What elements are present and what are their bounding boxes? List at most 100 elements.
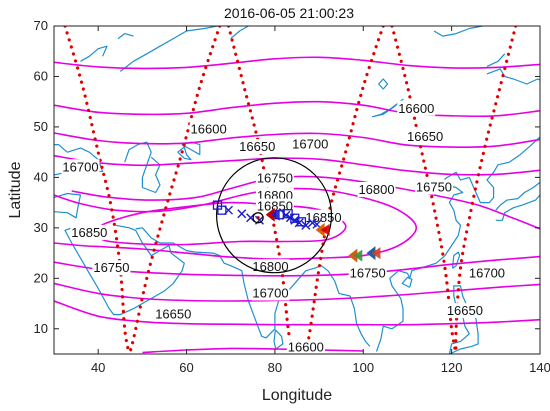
contour-line-16650 [54, 132, 540, 149]
y-axis-label: Latitude [7, 161, 24, 218]
event-flag-marker-overlay [320, 223, 330, 236]
contour-label-bg [445, 303, 484, 319]
station-square-marker [217, 205, 227, 215]
axis-ticks: 40 60 80 100 120 140 10 20 30 40 50 60 70 [34, 18, 550, 375]
event-flag-marker [366, 246, 376, 261]
x-axis-label: Longitude [262, 387, 332, 404]
contour-line-16750 [71, 175, 540, 230]
x-tick-label: 60 [179, 360, 193, 375]
contour-label-bg [70, 224, 109, 240]
y-tick-label: 50 [34, 119, 48, 134]
contour-label: 16750 [350, 265, 386, 280]
y-tick-label: 70 [34, 18, 48, 33]
contour-label-bg [61, 159, 100, 175]
contour-line-16750 [54, 255, 540, 277]
contour-label: 16850 [71, 225, 107, 240]
coastline [401, 276, 413, 288]
coastline [273, 329, 284, 350]
contour-label: 16650 [155, 307, 191, 322]
contour-label-bg [251, 259, 290, 275]
contour-label-bg [348, 265, 387, 281]
contour-label: 16600 [288, 339, 324, 354]
contour-label-bg [189, 121, 228, 137]
contour-label: 16750 [257, 170, 293, 185]
contour-label-bg [154, 306, 193, 322]
center-station-ring [252, 212, 264, 224]
x-tick-label: 80 [268, 360, 282, 375]
contour-label: 16850 [305, 210, 341, 225]
contour-label: 16700 [62, 159, 98, 174]
station-cross-marker [237, 209, 247, 219]
contour-label: 16700 [469, 265, 505, 280]
event-flag-marker [265, 207, 275, 222]
coastline [486, 68, 540, 85]
event-flag-marker-overlay [353, 249, 363, 262]
contour-label: 16750 [93, 260, 129, 275]
contour-label-bg [291, 136, 330, 152]
coastline [230, 26, 249, 40]
coastline [119, 26, 218, 72]
contour-line-16700 [54, 282, 540, 302]
contour-line-16600 [54, 100, 540, 118]
coastline [448, 285, 479, 354]
contour-label: 16600 [398, 101, 434, 116]
contour-label-bg [286, 339, 325, 355]
coastline [433, 26, 483, 37]
coastline [495, 194, 540, 221]
coastline [177, 146, 192, 161]
coastline [495, 181, 540, 211]
event-flag-marker-overlay [270, 208, 280, 221]
contour-label: 16700 [292, 137, 328, 152]
contour-label: 16650 [447, 303, 483, 318]
contour-label-bg [414, 179, 453, 195]
coastline [64, 224, 185, 316]
x-tick-label: 100 [352, 360, 374, 375]
contour-label-bg [397, 100, 436, 116]
x-tick-label: 120 [441, 360, 463, 375]
marker-layer [212, 157, 381, 274]
coastline [124, 141, 161, 194]
x-tick-label: 140 [529, 360, 550, 375]
satellite-track [304, 26, 385, 354]
contour-label: 16650 [239, 139, 275, 154]
coastline [486, 53, 506, 67]
contour-label: 16800 [252, 259, 288, 274]
x-tick-label: 40 [91, 360, 105, 375]
event-flag-marker [315, 222, 325, 237]
coastline [80, 45, 108, 62]
station-square-marker [296, 217, 307, 227]
contour-label: 16700 [252, 285, 288, 300]
contour-label-bg [406, 129, 445, 145]
event-flag-marker [348, 248, 358, 263]
contour-label: 16600 [191, 121, 227, 136]
coastline [135, 227, 371, 347]
contour-line-16600 [54, 56, 540, 70]
coastline [378, 78, 389, 90]
y-tick-label: 60 [34, 68, 48, 83]
chart-title: 2016-06-05 21:00:23 [224, 5, 354, 21]
contour-label-bg [251, 285, 290, 301]
y-tick-label: 30 [34, 220, 48, 235]
contour-label-bg [357, 182, 396, 197]
y-tick-label: 40 [34, 169, 48, 184]
satellite-track-layer [63, 26, 518, 354]
y-tick-label: 10 [34, 321, 48, 336]
contour-line-16850 [88, 201, 347, 246]
contour-label-bg [255, 170, 294, 186]
coastline [451, 251, 461, 269]
contour-label: 16750 [416, 179, 452, 194]
contour-label: 16800 [358, 182, 394, 197]
plot-frame [53, 25, 541, 355]
coastline [375, 136, 540, 352]
coastline-layer [54, 26, 540, 354]
coverage-circle [215, 157, 333, 274]
contour-label-bg [92, 260, 131, 276]
contour-label-layer: 16600 16600 16650 16650 16700 16700 16750 16750… [61, 100, 506, 355]
coastline [117, 33, 134, 40]
event-flag-marker-overlay [371, 247, 381, 260]
contour-label-bg [467, 265, 506, 281]
contour-label-bg [238, 139, 277, 155]
coastline [54, 192, 82, 219]
contour-line-16700 [54, 154, 540, 176]
